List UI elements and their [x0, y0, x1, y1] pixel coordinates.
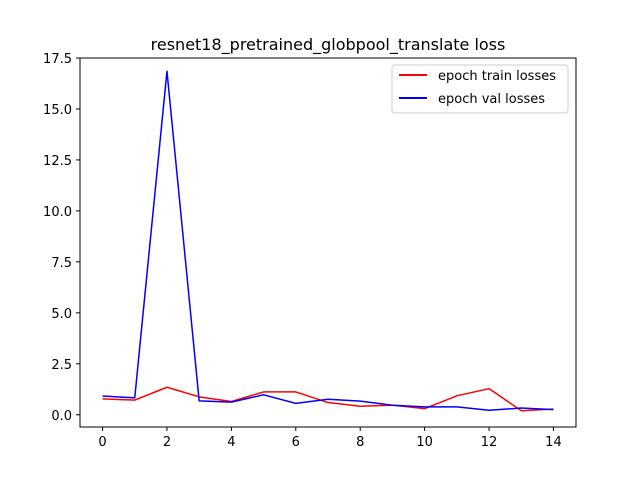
x-tick-label: 10: [416, 435, 433, 450]
y-tick-label: 5.0: [51, 307, 72, 322]
y-tick-label: 12.5: [43, 154, 72, 169]
x-tick-label: 4: [227, 435, 235, 450]
x-tick-label: 0: [98, 435, 106, 450]
series-line-val: [102, 70, 554, 412]
y-tick-label: 2.5: [51, 358, 72, 373]
x-axis: 0 2 4 6 8 10 12 14: [98, 427, 562, 450]
y-axis: 0.0 2.5 5.0 7.5 10.0 12.5 15.0 17.5: [43, 52, 80, 424]
x-tick-label: 14: [545, 435, 562, 450]
series-line-train: [102, 386, 554, 412]
y-tick-label: 10.0: [43, 205, 72, 220]
y-tick-label: 15.0: [43, 103, 72, 118]
legend-label-train: epoch train losses: [438, 69, 556, 84]
series-layer: [102, 70, 554, 412]
legend-box: [391, 64, 569, 114]
x-tick-label: 2: [163, 435, 171, 450]
legend-label-val: epoch val losses: [438, 92, 545, 107]
y-tick-label: 7.5: [51, 256, 72, 271]
y-tick-label: 0.0: [51, 409, 72, 424]
chart-title: resnet18_pretrained_globpool_translate l…: [151, 35, 506, 55]
x-tick-label: 12: [481, 435, 498, 450]
x-tick-label: 6: [292, 435, 300, 450]
plot-frame: [79, 57, 577, 428]
y-tick-label: 17.5: [43, 52, 72, 67]
legend: epoch train losses epoch val losses: [391, 64, 569, 114]
x-tick-label: 8: [356, 435, 364, 450]
